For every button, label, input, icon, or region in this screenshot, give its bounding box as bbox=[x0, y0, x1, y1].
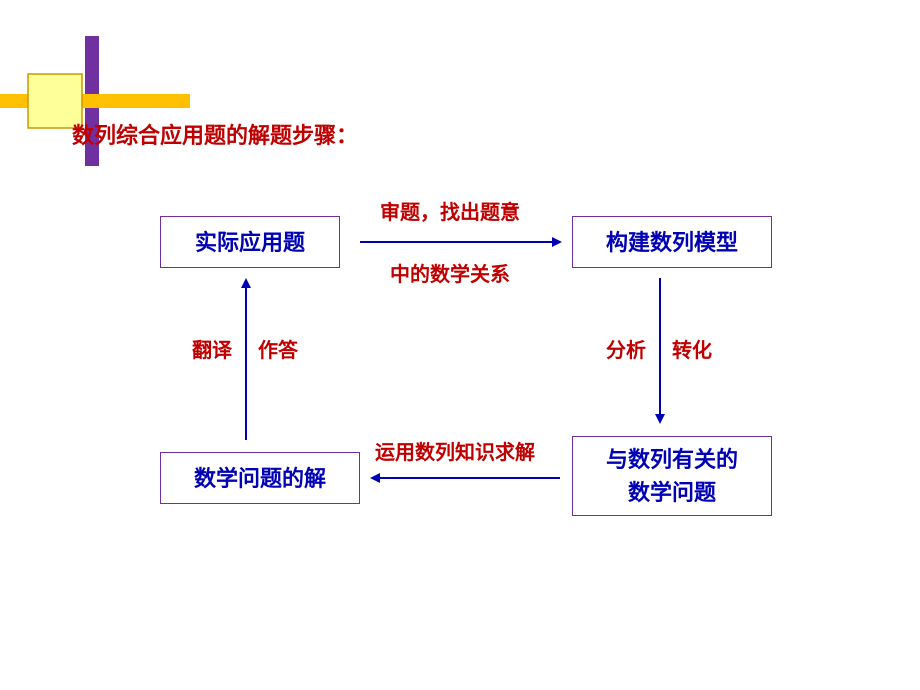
node-build-sequence-model: 构建数列模型 bbox=[572, 216, 772, 268]
edge-label-translate: 翻译 bbox=[192, 334, 232, 363]
node-label: 实际应用题 bbox=[195, 226, 305, 259]
edge-label-math-relation: 中的数学关系 bbox=[390, 258, 510, 287]
node-label: 与数列有关的 数学问题 bbox=[606, 443, 738, 509]
node-label: 数学问题的解 bbox=[194, 462, 326, 495]
edge-label-review: 审题，找出题意 bbox=[380, 196, 520, 225]
page-title: 数列综合应用题的解题步骤： bbox=[72, 118, 358, 150]
corner-decoration bbox=[0, 0, 240, 180]
edge-label-solve: 运用数列知识求解 bbox=[375, 436, 535, 465]
node-math-solution: 数学问题的解 bbox=[160, 452, 360, 504]
node-sequence-math-problem: 与数列有关的 数学问题 bbox=[572, 436, 772, 516]
edge-label-answer: 作答 bbox=[258, 334, 298, 363]
node-practical-problem: 实际应用题 bbox=[160, 216, 340, 268]
node-label: 构建数列模型 bbox=[606, 226, 738, 259]
edge-label-transform: 转化 bbox=[672, 334, 712, 363]
edge-label-analyze: 分析 bbox=[606, 334, 646, 363]
